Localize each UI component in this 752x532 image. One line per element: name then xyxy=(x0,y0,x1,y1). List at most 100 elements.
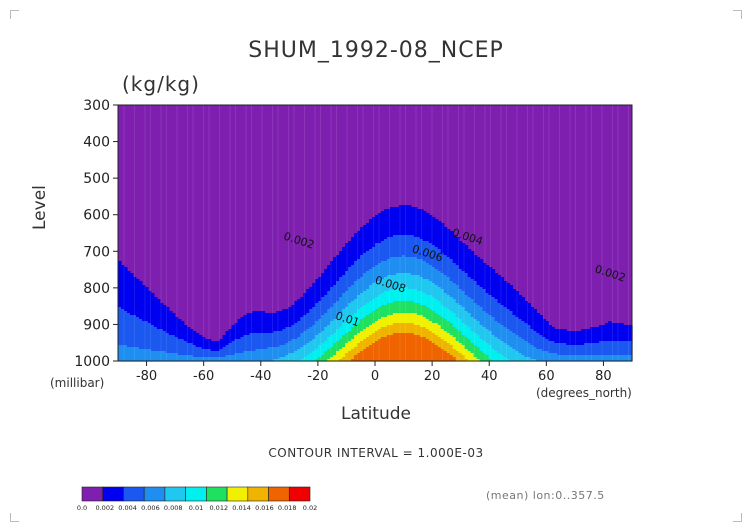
field-cell xyxy=(425,339,430,342)
field-cell xyxy=(491,309,496,312)
field-cell xyxy=(446,229,451,232)
field-cell xyxy=(360,229,364,232)
field-cell xyxy=(422,245,427,248)
field-cell xyxy=(446,305,451,308)
field-cell xyxy=(476,337,481,340)
field-cell xyxy=(500,333,505,336)
field-cell xyxy=(288,311,292,314)
field-cell xyxy=(452,319,457,322)
field-cell xyxy=(491,331,496,334)
field-cell xyxy=(392,303,397,306)
field-cell xyxy=(515,303,520,306)
field-cell xyxy=(521,309,526,312)
field-cell xyxy=(366,323,370,326)
field-cell xyxy=(380,219,385,222)
field-cell xyxy=(336,335,340,338)
field-cell xyxy=(386,341,391,344)
field-cell xyxy=(512,317,517,320)
field-cell xyxy=(491,335,496,338)
field-cell xyxy=(617,333,621,336)
field-cell xyxy=(180,327,185,330)
field-cell xyxy=(416,273,421,276)
field-cell xyxy=(144,293,149,296)
field-cell xyxy=(434,259,439,262)
field-cell xyxy=(312,315,316,318)
field-cell xyxy=(354,235,358,238)
field-cell xyxy=(476,329,481,332)
field-cell xyxy=(428,239,433,242)
field-cell xyxy=(467,301,472,304)
field-cell xyxy=(422,229,427,232)
field-cell xyxy=(557,337,561,340)
field-cell xyxy=(363,341,367,344)
field-cell xyxy=(455,337,460,340)
field-cell xyxy=(380,253,385,256)
field-cell xyxy=(467,331,472,334)
field-cell xyxy=(428,305,433,308)
field-cell xyxy=(458,289,463,292)
field-cell xyxy=(617,339,621,342)
field-cell xyxy=(138,299,143,302)
field-cell xyxy=(476,271,481,274)
field-cell xyxy=(375,237,379,240)
field-cell xyxy=(398,301,403,304)
field-cell xyxy=(249,313,254,316)
field-cell xyxy=(443,283,448,286)
field-cell xyxy=(422,291,427,294)
field-cell xyxy=(440,249,445,252)
field-cell xyxy=(449,297,454,300)
field-cell xyxy=(386,325,391,328)
field-cell xyxy=(422,313,427,316)
field-cell xyxy=(392,215,397,218)
field-cell xyxy=(392,267,397,270)
field-cell xyxy=(407,299,412,302)
field-cell xyxy=(383,209,388,212)
field-cell xyxy=(135,289,140,292)
field-cell xyxy=(129,315,134,318)
field-cell xyxy=(392,257,397,260)
field-cell xyxy=(464,315,469,318)
field-cell xyxy=(270,329,274,332)
field-cell xyxy=(339,327,343,330)
field-cell xyxy=(533,321,537,324)
field-cell xyxy=(333,269,337,272)
field-cell xyxy=(467,275,472,278)
field-cell xyxy=(120,287,125,290)
field-cell xyxy=(279,331,283,334)
field-cell xyxy=(369,331,373,334)
field-cell xyxy=(527,339,531,342)
field-cell xyxy=(470,309,475,312)
field-cell xyxy=(476,307,481,310)
field-cell xyxy=(141,325,146,328)
field-cell xyxy=(336,275,340,278)
field-cell xyxy=(455,309,460,312)
field-cell xyxy=(165,323,170,326)
field-cell xyxy=(123,335,128,338)
field-cell xyxy=(363,283,367,286)
field-cell xyxy=(434,293,439,296)
field-cell xyxy=(404,239,409,242)
field-cell xyxy=(150,307,155,310)
field-cell xyxy=(428,257,433,260)
field-cell xyxy=(407,265,412,268)
field-cell xyxy=(503,317,508,320)
field-cell xyxy=(174,317,179,320)
field-cell xyxy=(377,313,382,316)
field-cell xyxy=(413,341,418,344)
field-cell xyxy=(258,341,263,344)
field-cell xyxy=(380,261,385,264)
field-cell xyxy=(372,261,376,264)
field-cell xyxy=(584,339,588,342)
field-cell xyxy=(401,269,406,272)
field-cell xyxy=(324,311,328,314)
field-cell xyxy=(530,319,534,322)
field-cell xyxy=(141,339,146,342)
field-cell xyxy=(372,291,376,294)
field-cell xyxy=(614,331,618,334)
field-cell xyxy=(129,289,134,292)
field-cell xyxy=(431,235,436,238)
field-cell xyxy=(497,293,502,296)
field-cell xyxy=(336,319,340,322)
field-cell xyxy=(428,255,433,258)
field-cell xyxy=(461,307,466,310)
